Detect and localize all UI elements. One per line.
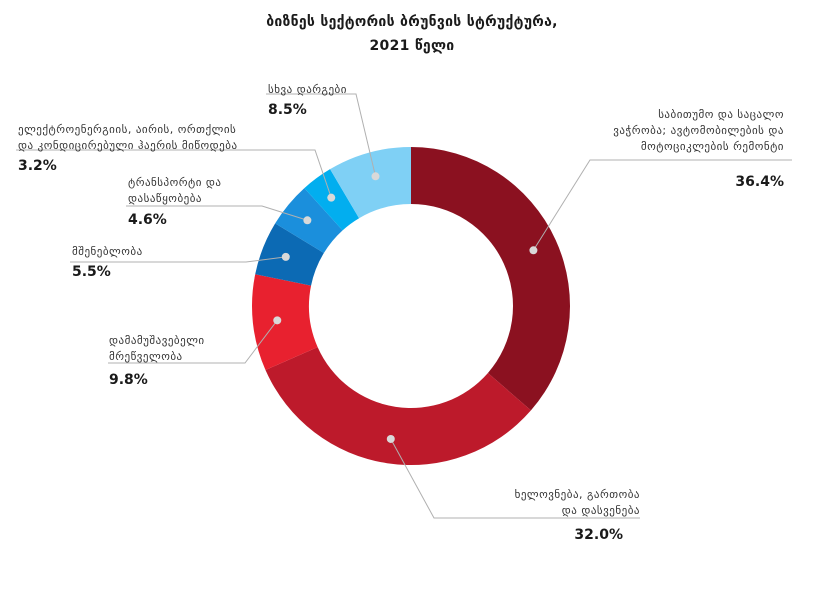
slice-value-arts: 32.0% (574, 527, 623, 543)
slice-other (330, 147, 411, 219)
slice-value-trade: 36.4% (735, 174, 784, 190)
leader-dot-other (371, 172, 380, 181)
slice-label-arts: ხელოვნება, გართობა და დასვენება (514, 488, 640, 517)
slice-value-construction: 5.5% (72, 264, 111, 280)
slice-value-electricity: 3.2% (18, 158, 57, 174)
leader-dot-construction (281, 252, 290, 261)
leader-line-electricity (16, 149, 332, 198)
leader-line-other (266, 93, 376, 177)
chart-title-line1: ბიზნეს სექტორის ბრუნვის სტრუქტურა, (266, 14, 558, 30)
slice-label-electricity: ელექტროენერგიის, აირის, ორთქლის და კონდი… (18, 123, 238, 152)
slice-manufacturing (251, 274, 318, 371)
slice-arts (265, 347, 531, 465)
slice-construction (255, 223, 324, 286)
slice-trade (411, 147, 570, 411)
slice-label-other: სხვა დარგები (268, 83, 347, 96)
leader-line-arts (390, 438, 640, 519)
slice-value-manufacturing: 9.8% (109, 372, 148, 388)
slice-label-trade: საბითუმო და საცალო ვაჭრობა; ავტომობილები… (613, 108, 784, 153)
slice-label-manufacturing: დამამუშავებელი მრეწველობა (109, 334, 205, 363)
leader-line-manufacturing (108, 320, 278, 364)
leader-dot-arts (386, 434, 395, 443)
leader-dot-electricity (327, 193, 336, 202)
slice-label-construction: მშენებლობა (72, 245, 143, 258)
leader-dot-trade (529, 246, 538, 255)
leader-line-trade (532, 159, 792, 251)
chart-title-line2: 2021 წელი (369, 38, 455, 54)
leader-dot-transport (303, 216, 312, 225)
slice-value-transport: 4.6% (128, 212, 167, 228)
leader-line-construction (70, 256, 286, 263)
slice-label-transport: ტრანსპორტი და დასაწყობება (128, 176, 222, 205)
slice-value-other: 8.5% (268, 102, 307, 118)
leader-dot-manufacturing (273, 316, 282, 325)
leader-line-transport (126, 205, 308, 221)
